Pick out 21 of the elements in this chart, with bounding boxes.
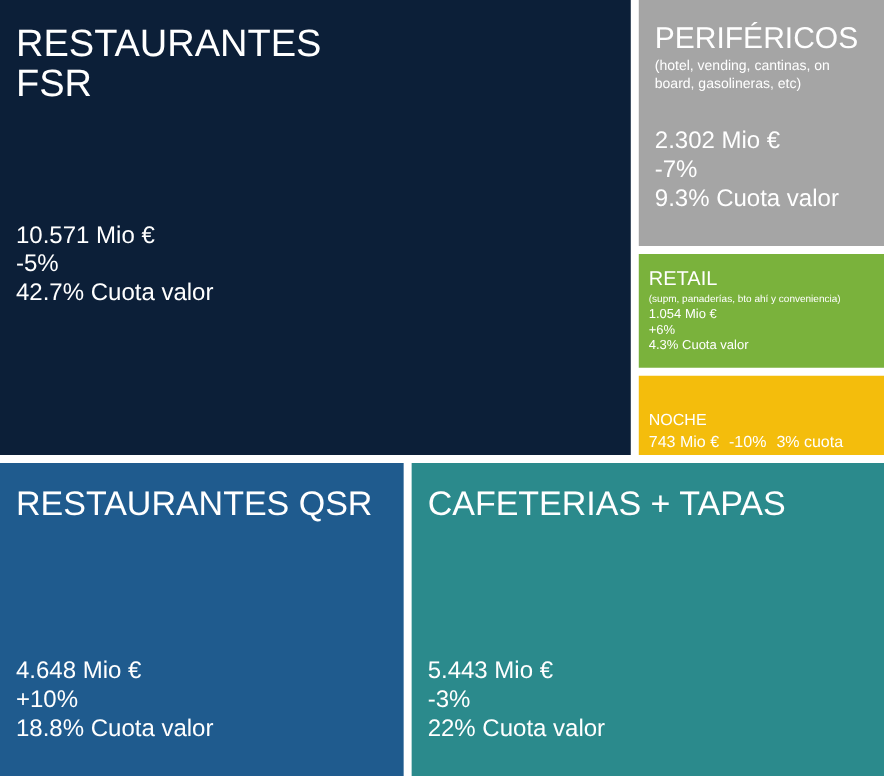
- category-label: RETAIL: [648, 268, 719, 291]
- data-label: 9.3% Cuota valor: [654, 183, 839, 212]
- text: -5%: [16, 249, 59, 278]
- text: 5.443 Mio €: [427, 656, 554, 685]
- category-label: RESTAURANTES QSR: [16, 484, 373, 523]
- category-label: NOCHE: [648, 410, 707, 429]
- data-label: 22% Cuota valor: [427, 714, 606, 742]
- text: 2.302 Mio €: [654, 126, 781, 155]
- text: 10.571 Mio €: [16, 220, 155, 249]
- data-label: 42.7% Cuota valor: [16, 278, 214, 307]
- data-label: 18.8% Cuota valor: [16, 714, 214, 742]
- category-label: CAFETERIAS + TAPAS: [427, 484, 786, 523]
- category-label: RESTAURANTES FSR: [16, 23, 322, 106]
- text: 743 Mio €: [648, 432, 720, 451]
- data-label: 3% cuota: [776, 432, 845, 451]
- text: -10%: [729, 432, 767, 451]
- text: 4.648 Mio €: [16, 656, 142, 685]
- text: -3%: [427, 685, 471, 714]
- category-label: PERIFÉRICOS: [654, 19, 859, 56]
- text: +10%: [16, 685, 79, 714]
- text: -7%: [654, 155, 698, 184]
